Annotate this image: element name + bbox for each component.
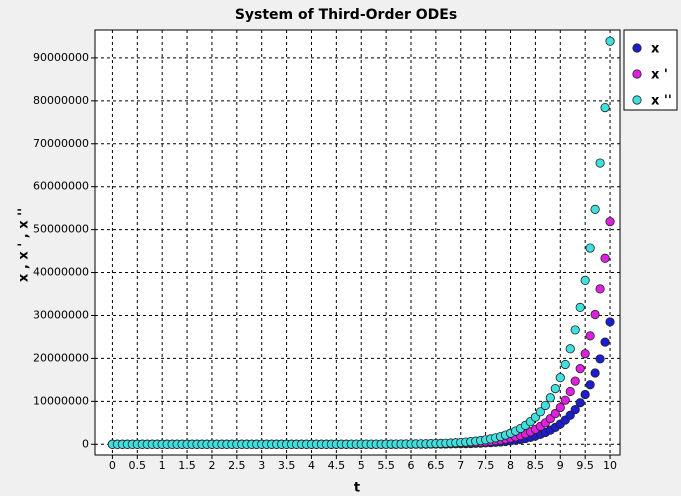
- point: [550, 384, 560, 394]
- point: [570, 325, 580, 335]
- x-tick-label: 4.5: [328, 459, 346, 472]
- point: [555, 402, 565, 413]
- x-tick-label: 9: [557, 459, 564, 472]
- point: [580, 389, 590, 400]
- point: [600, 102, 610, 113]
- x-tick-label: 7.5: [477, 459, 495, 472]
- point: [595, 158, 605, 168]
- y-tick-label: 0: [82, 437, 89, 450]
- x-axis-label: t: [354, 481, 360, 496]
- legend-marker: [632, 69, 642, 79]
- x-tick-label: 2: [208, 459, 215, 472]
- y-tick-label: 60000000: [33, 180, 89, 193]
- point: [535, 407, 545, 417]
- point: [565, 344, 575, 354]
- point: [560, 359, 570, 370]
- legend-label: x ': [651, 68, 668, 83]
- point: [565, 410, 575, 420]
- chart-title: System of Third-Order ODEs: [235, 7, 457, 23]
- point: [585, 380, 595, 390]
- plot-area: [94, 29, 621, 456]
- point: [605, 216, 615, 227]
- x-tick-label: 0: [109, 459, 116, 472]
- point: [595, 354, 605, 364]
- x-tick-label: 0.5: [129, 459, 147, 472]
- point: [590, 368, 600, 378]
- y-tick-label: 30000000: [33, 308, 89, 321]
- legend-label: x: [651, 42, 660, 57]
- point: [585, 243, 595, 253]
- x-tick-label: 10: [603, 459, 617, 472]
- x-tick-label: 3: [258, 459, 265, 472]
- x-tick-label: 6.5: [427, 459, 445, 472]
- x-tick-label: 2.5: [228, 459, 246, 472]
- legend-label: x '': [651, 94, 672, 109]
- point: [590, 309, 600, 320]
- point: [605, 36, 615, 46]
- point: [555, 373, 565, 383]
- point: [585, 331, 595, 341]
- point: [575, 364, 585, 374]
- y-axis-label: x , x ' , x '': [17, 208, 32, 282]
- point: [600, 337, 610, 347]
- point: [560, 395, 570, 405]
- y-tick-label: 50000000: [33, 223, 89, 236]
- x-tick-label: 9.5: [576, 459, 594, 472]
- point: [565, 386, 575, 397]
- point: [590, 204, 600, 214]
- point: [550, 408, 560, 419]
- y-tick-label: 40000000: [33, 266, 89, 279]
- point: [570, 404, 580, 415]
- point: [575, 302, 585, 312]
- legend-marker: [632, 43, 642, 53]
- y-tick-label: 10000000: [33, 394, 89, 407]
- x-tick-label: 5: [358, 459, 365, 472]
- legend-marker: [632, 95, 642, 105]
- x-tick-label: 5.5: [377, 459, 395, 472]
- x-tick-label: 8.5: [527, 459, 545, 472]
- y-tick-label: 90000000: [33, 51, 89, 64]
- x-tick-label: 1: [159, 459, 166, 472]
- legend: [623, 29, 678, 111]
- point: [580, 275, 590, 285]
- point: [545, 393, 555, 403]
- x-tick-label: 4: [308, 459, 315, 472]
- y-tick-label: 70000000: [33, 137, 89, 150]
- point: [600, 253, 610, 263]
- x-tick-label: 6: [407, 459, 414, 472]
- y-tick-label: 80000000: [33, 94, 89, 107]
- point: [570, 376, 580, 386]
- x-tick-label: 8: [507, 459, 514, 472]
- x-tick-label: 7: [457, 459, 464, 472]
- point: [540, 400, 550, 411]
- point: [595, 284, 605, 294]
- x-tick-label: 1.5: [178, 459, 196, 472]
- point: [575, 398, 585, 408]
- y-tick-label: 20000000: [33, 351, 89, 364]
- x-tick-label: 3.5: [278, 459, 296, 472]
- point: [605, 317, 615, 327]
- point: [580, 349, 590, 359]
